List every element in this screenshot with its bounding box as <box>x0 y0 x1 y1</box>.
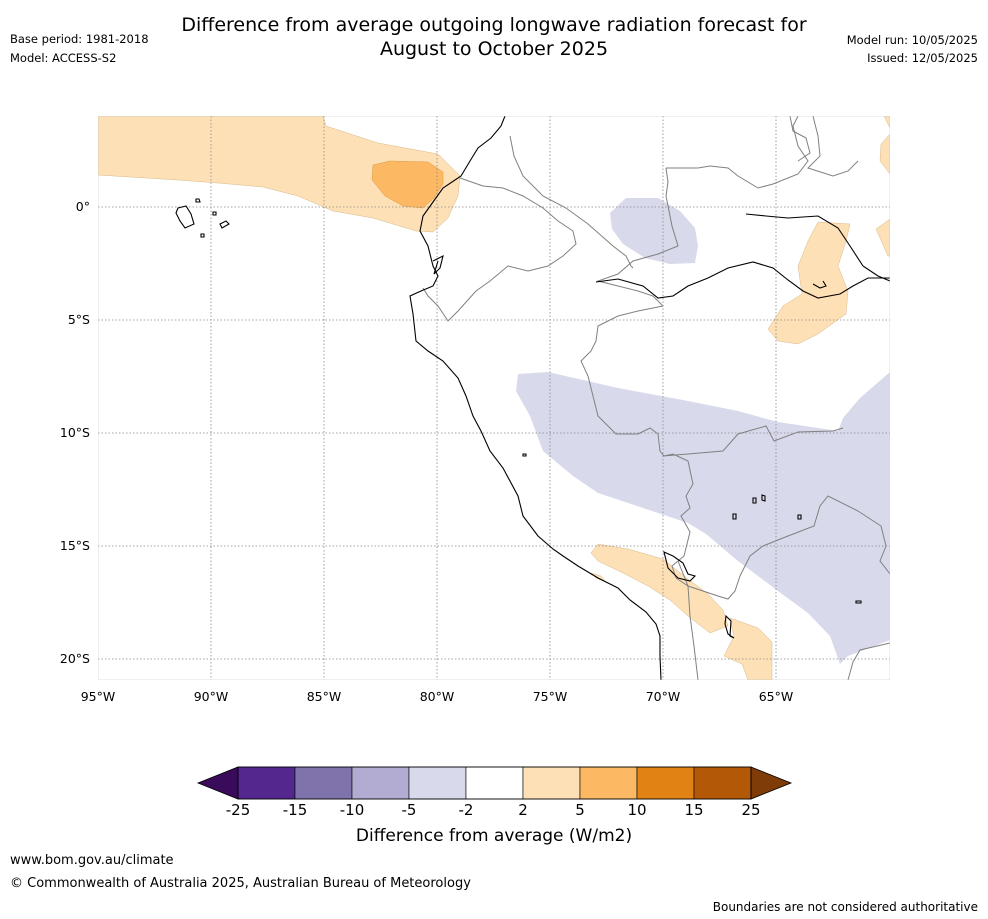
border-venezuela-brazil <box>666 116 809 189</box>
coastline-west-south-america <box>409 116 662 680</box>
lat-label-5s: 5°S <box>67 312 90 327</box>
positive-anomaly-east-edge-2 <box>875 218 890 257</box>
lon-label-80w: 80°W <box>419 689 455 704</box>
lat-label-20s: 20°S <box>59 651 90 666</box>
border-guyana-east <box>807 116 859 177</box>
forecast-map <box>98 116 890 680</box>
colorbar-bin-6 <box>522 766 581 800</box>
border-colombia-brazil <box>596 167 679 307</box>
positive-anomaly-east-edge-1 <box>879 133 890 175</box>
map-frame <box>98 116 890 680</box>
galapagos-island-1 <box>175 205 195 229</box>
lake-titicaca <box>663 551 697 582</box>
border-bolivia-north <box>662 425 844 457</box>
lat-label-10s: 10°S <box>59 425 90 440</box>
colorbar-tick-label: -2 <box>458 801 474 819</box>
colorbar-bin-4 <box>408 766 467 800</box>
border-peru-brazil <box>580 305 694 579</box>
positive-anomaly-amazon <box>767 221 851 345</box>
title-line-1: Difference from average outgoing longwav… <box>181 14 807 36</box>
rio-negro <box>745 213 890 282</box>
negative-anomaly-central-band <box>516 372 890 664</box>
colorbar-tick-label: 2 <box>518 801 528 819</box>
colorbar-extend-min <box>196 766 239 800</box>
border-colombia-ecuador <box>422 177 577 322</box>
positive-anomaly-east-edge-3 <box>883 116 890 129</box>
colorbar-tick-label: -15 <box>282 801 308 819</box>
positive-anomaly-equatorial-pacific <box>98 116 461 233</box>
negative-anomaly-amazon-north <box>610 198 698 264</box>
anomaly-fields <box>98 116 890 680</box>
colorbar-outline <box>237 766 752 800</box>
base-period-label: Base period: 1981-2018 <box>10 32 149 46</box>
colorbar-title: Difference from average (W/m2) <box>355 826 633 846</box>
graticule <box>98 116 890 680</box>
coastline-gulf-guayaquil <box>432 254 444 275</box>
colorbar-tick-label: 5 <box>575 801 585 819</box>
border-bolivia-paraguay <box>847 642 890 680</box>
galapagos-island-2 <box>195 198 201 203</box>
lat-label-0: 0° <box>75 199 90 214</box>
lon-label-65w: 65°W <box>758 689 794 704</box>
small-lake-3 <box>732 513 737 520</box>
lon-label-95w: 95°W <box>80 689 116 704</box>
colorbar-tick-label: 25 <box>741 801 761 819</box>
page-title: Difference from average outgoing longwav… <box>0 13 988 61</box>
coastlines <box>175 116 890 680</box>
lon-label-75w: 75°W <box>532 689 568 704</box>
positive-anomaly-core <box>371 160 444 209</box>
lon-label-90w: 90°W <box>193 689 229 704</box>
small-lake-4 <box>797 514 802 520</box>
border-colombia-venezuela <box>509 135 634 269</box>
border-venezuela-guyana <box>789 116 811 162</box>
border-brazil-bolivia <box>675 495 890 600</box>
lon-label-85w: 85°W <box>306 689 342 704</box>
galapagos-island-3 <box>219 220 230 229</box>
country-borders <box>422 116 890 680</box>
amazon-river <box>595 261 890 299</box>
colorbar-tick-label: 10 <box>627 801 647 819</box>
colorbar-tick-label: -5 <box>401 801 417 819</box>
boundaries-note: Boundaries are not considered authoritat… <box>712 900 978 914</box>
title-line-2: August to October 2025 <box>379 38 609 60</box>
colorbar-bin-2 <box>294 766 353 800</box>
border-bolivia-chile-argentina <box>677 560 699 680</box>
madeira-river <box>812 280 827 289</box>
source-url: www.bom.gov.au/climate <box>10 853 174 868</box>
colorbar-bin-1 <box>237 766 296 800</box>
lat-label-15s: 15°S <box>59 538 90 553</box>
colorbar-tick-label: -10 <box>339 801 365 819</box>
colorbar-bin-9 <box>693 766 752 800</box>
model-label: Model: ACCESS-S2 <box>10 51 117 65</box>
colorbar-extend-max <box>750 766 793 800</box>
small-lake-5 <box>855 600 862 604</box>
colorbar-tick-label: 15 <box>684 801 704 819</box>
copyright-notice: © Commonwealth of Australia 2025, Austra… <box>10 876 471 891</box>
colorbar-bin-3 <box>351 766 410 800</box>
colorbar-bin-5 <box>465 766 524 800</box>
colorbar-tick-label: -25 <box>225 801 251 819</box>
positive-anomaly-southern-peru <box>590 543 729 634</box>
small-lake-2 <box>761 494 766 502</box>
small-lake-1 <box>752 497 757 504</box>
positive-anomaly-altiplano <box>723 617 773 680</box>
lon-label-70w: 70°W <box>645 689 681 704</box>
model-run-label: Model run: 10/05/2025 <box>846 33 978 47</box>
galapagos-island-5 <box>212 211 217 216</box>
lake-poopo <box>724 614 735 639</box>
issued-label: Issued: 12/05/2025 <box>867 51 978 65</box>
colorbar-bin-8 <box>636 766 695 800</box>
colorbar <box>196 766 793 800</box>
galapagos-island-4 <box>200 233 205 238</box>
colorbar-bin-7 <box>579 766 638 800</box>
small-lake-6 <box>522 453 527 457</box>
